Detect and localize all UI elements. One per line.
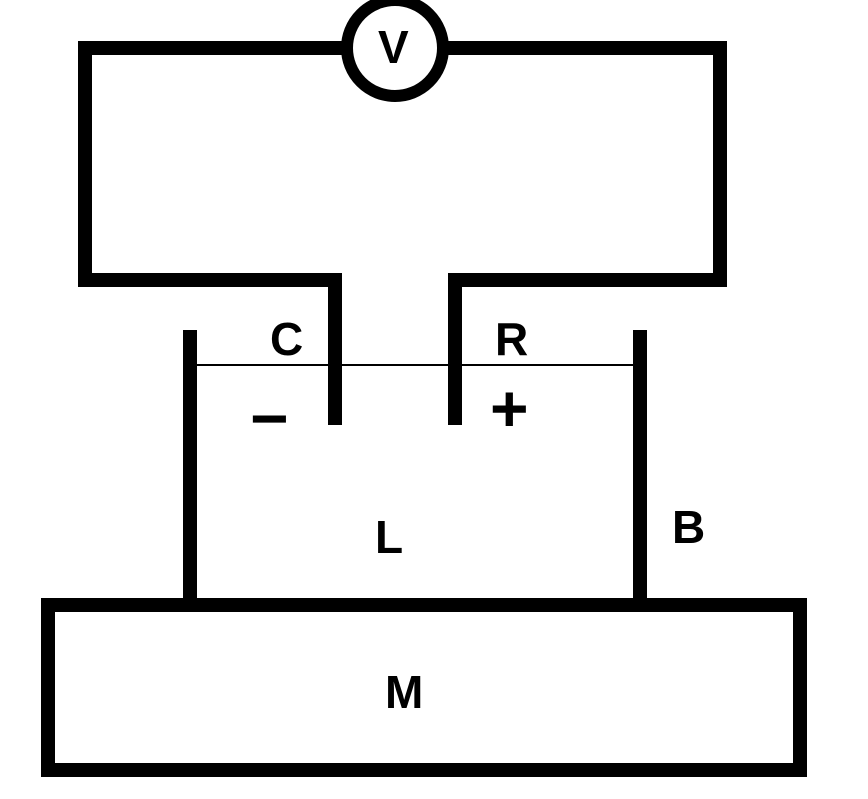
wire-right: [443, 48, 720, 425]
beaker: [190, 330, 640, 605]
counter-electrode-label: C: [270, 312, 303, 366]
positive-sign: +: [490, 370, 529, 446]
base-plate-label: M: [385, 665, 423, 719]
base-plate: [48, 605, 800, 770]
negative-sign: −: [250, 380, 289, 456]
circuit-diagram: [0, 0, 868, 799]
electrolyte-label: L: [375, 510, 403, 564]
reference-electrode-label: R: [495, 312, 528, 366]
wire-left: [85, 48, 347, 425]
beaker-label: B: [672, 500, 705, 554]
voltmeter-label: V: [378, 20, 409, 74]
